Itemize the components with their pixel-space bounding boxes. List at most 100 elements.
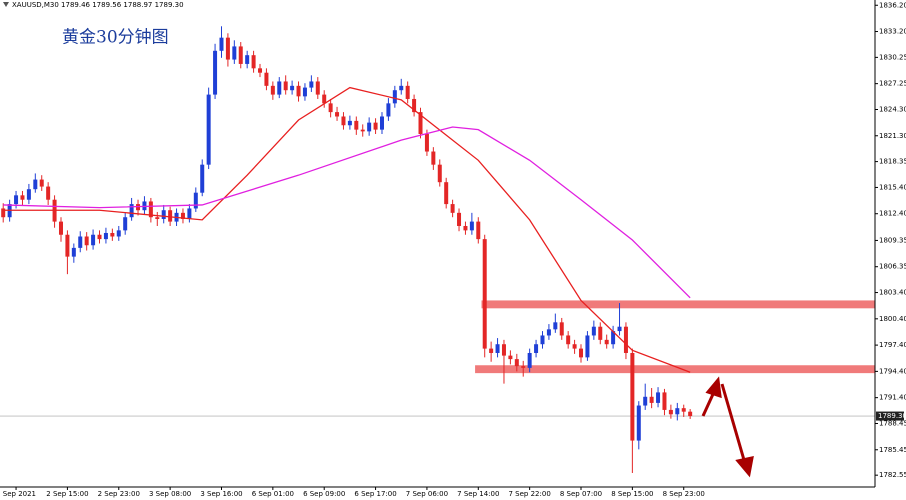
candle-body bbox=[643, 396, 648, 406]
candle-body bbox=[373, 122, 378, 130]
candle-body bbox=[341, 116, 346, 126]
candle-body bbox=[206, 94, 211, 165]
candle-body bbox=[161, 210, 166, 219]
y-tick-label: 1818.35 bbox=[879, 158, 906, 166]
candle-body bbox=[347, 120, 352, 126]
candle-body bbox=[58, 221, 63, 235]
candle-body bbox=[540, 335, 545, 345]
candle-body bbox=[180, 212, 185, 219]
candle-body bbox=[290, 85, 295, 91]
candle-body bbox=[335, 112, 340, 117]
candle-body bbox=[675, 408, 680, 415]
candle-body bbox=[495, 344, 500, 353]
x-tick-label: 6 Sep 01:00 bbox=[252, 490, 294, 498]
candle-body bbox=[270, 85, 275, 95]
y-tick-label: 1803.40 bbox=[879, 289, 906, 297]
candle-body bbox=[1, 208, 6, 218]
zone bbox=[475, 365, 875, 374]
header-icon bbox=[3, 2, 9, 7]
candle-body bbox=[296, 85, 301, 97]
y-tick-label: 1797.40 bbox=[879, 341, 906, 349]
candle-body bbox=[386, 103, 391, 117]
candle-body bbox=[521, 366, 526, 368]
x-tick-label: 2 Sep 23:00 bbox=[98, 490, 140, 498]
x-tick-label: 6 Sep 09:00 bbox=[303, 490, 345, 498]
y-tick-label: 1785.45 bbox=[879, 446, 906, 454]
y-tick-label: 1788.45 bbox=[879, 419, 906, 427]
candle-body bbox=[463, 225, 468, 231]
candle-body bbox=[264, 72, 269, 86]
candle-body bbox=[617, 326, 622, 332]
candle-body bbox=[501, 344, 506, 356]
candle-body bbox=[444, 182, 449, 205]
x-tick-label: 2 Sep 15:00 bbox=[46, 490, 88, 498]
moving-average bbox=[3, 126, 691, 299]
current-price-box bbox=[876, 411, 904, 421]
candle-body bbox=[148, 201, 153, 218]
x-tick-label: 7 Sep 22:00 bbox=[509, 490, 551, 498]
arrow-up bbox=[701, 391, 716, 417]
x-tick-label: 7 Sep 06:00 bbox=[406, 490, 448, 498]
candle-body bbox=[65, 234, 70, 257]
y-tick-label: 1794.40 bbox=[879, 367, 906, 375]
y-tick-label: 1830.25 bbox=[879, 53, 906, 61]
y-tick-label: 1821.30 bbox=[879, 132, 906, 140]
candle-body bbox=[123, 217, 128, 231]
candle-body bbox=[508, 355, 513, 360]
candle-body bbox=[579, 348, 584, 358]
candle-body bbox=[611, 331, 616, 345]
candle-body bbox=[379, 116, 384, 130]
candle-body bbox=[225, 37, 230, 60]
candle-body bbox=[450, 204, 455, 213]
candle-body bbox=[668, 409, 673, 415]
y-tick-label: 1815.40 bbox=[879, 183, 906, 191]
x-tick-label: 8 Sep 07:00 bbox=[560, 490, 602, 498]
candle-body bbox=[437, 164, 442, 183]
moving-average bbox=[3, 86, 691, 373]
candle-body bbox=[322, 94, 327, 104]
candle-body bbox=[129, 204, 134, 218]
candle-body bbox=[168, 210, 173, 222]
x-tick-label: 2 Sep 2021 bbox=[0, 490, 36, 498]
candle-body bbox=[245, 55, 250, 64]
y-tick-label: 1791.40 bbox=[879, 394, 906, 402]
x-tick-label: 6 Sep 17:00 bbox=[354, 490, 396, 498]
candle-body bbox=[155, 217, 160, 219]
candle-body bbox=[688, 411, 693, 417]
candle-body bbox=[91, 234, 96, 246]
candle-body bbox=[103, 232, 108, 240]
candle-body bbox=[187, 208, 192, 219]
candle-body bbox=[623, 326, 628, 353]
candle-body bbox=[656, 392, 661, 403]
candle-body bbox=[469, 221, 474, 231]
candle-body bbox=[354, 120, 359, 130]
candle-body bbox=[566, 335, 571, 345]
arrow-head bbox=[705, 376, 722, 399]
candle-body bbox=[424, 134, 429, 152]
y-tick-label: 1833.20 bbox=[879, 28, 906, 36]
x-tick-label: 8 Sep 23:00 bbox=[663, 490, 705, 498]
chart-header: XAUUSD,M30 1789.46 1789.56 1788.97 1789.… bbox=[12, 1, 184, 9]
candle-body bbox=[681, 408, 686, 412]
arrow-down bbox=[720, 383, 746, 461]
arrow-head bbox=[735, 456, 754, 478]
y-tick-label: 1827.25 bbox=[879, 80, 906, 88]
candle-body bbox=[360, 129, 365, 132]
candle-body bbox=[418, 112, 423, 135]
y-tick-label: 1836.20 bbox=[879, 1, 906, 9]
candle-body bbox=[514, 359, 519, 367]
y-tick-label: 1782.55 bbox=[879, 471, 906, 479]
candle-body bbox=[110, 232, 115, 237]
candle-body bbox=[232, 46, 237, 60]
candle-body bbox=[283, 81, 288, 91]
candle-body bbox=[604, 339, 609, 345]
x-tick-label: 7 Sep 14:00 bbox=[457, 490, 499, 498]
y-tick-label: 1809.35 bbox=[879, 236, 906, 244]
candle-body bbox=[84, 236, 89, 246]
candle-body bbox=[367, 122, 372, 132]
x-tick-label: 3 Sep 16:00 bbox=[200, 490, 242, 498]
candle-body bbox=[534, 344, 539, 353]
chart-title: 黄金30分钟图 bbox=[62, 28, 169, 48]
